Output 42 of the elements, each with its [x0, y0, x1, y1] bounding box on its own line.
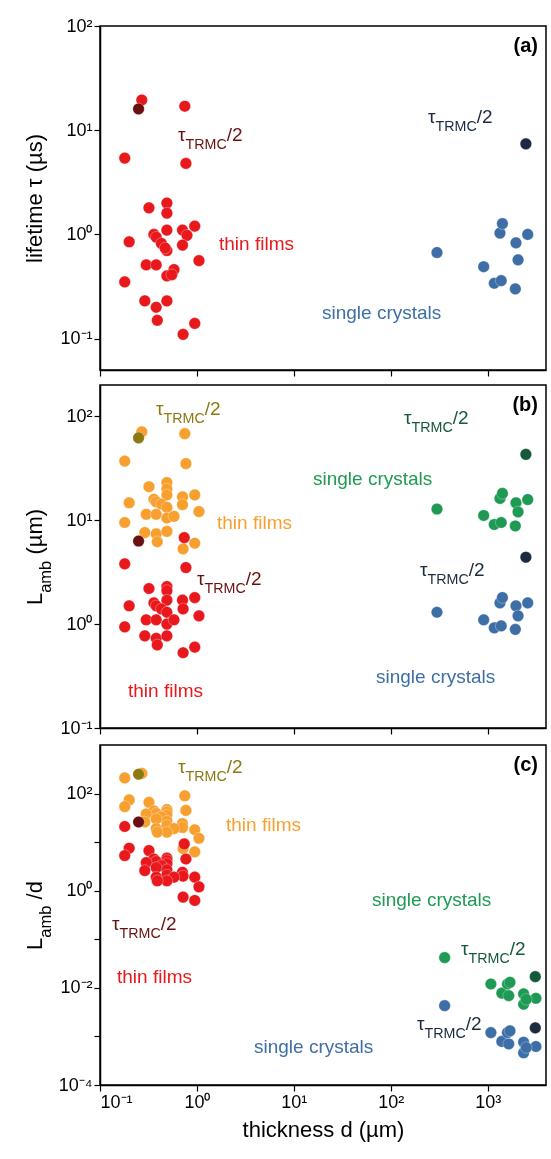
y-tick-label: 10⁻²: [60, 977, 93, 998]
y-tick-label: 10¹: [66, 119, 93, 140]
annotation: (b): [512, 393, 538, 415]
text: τ$_{TRMC}$/2: [197, 568, 262, 596]
text: single crystals: [254, 1036, 374, 1057]
y-tick-label: 10⁰: [66, 880, 93, 901]
series-label: τ$_{TRMC}$/2: [420, 559, 485, 587]
text: τ$_{TRMC}$/2: [417, 1013, 482, 1041]
series-label: τ$_{TRMC}$/2: [461, 938, 526, 966]
series-label: single crystals: [313, 468, 433, 489]
y-tick-label: 10⁻¹: [60, 328, 93, 349]
series-label: τ$_{TRMC}$/2: [428, 106, 493, 134]
text: thin films: [117, 966, 192, 987]
y-tick-label: 10²: [66, 405, 93, 426]
y-axis-title: lifetime τ (µs): [21, 134, 47, 263]
x-tick-label: 10³: [475, 1091, 502, 1112]
y-tick-label: 10⁻¹: [60, 717, 93, 738]
text: single crystals: [372, 889, 492, 910]
annotation: (a): [513, 34, 538, 56]
x-axis-title: thickness d (µm): [242, 1116, 405, 1142]
y-tick-label: 10⁻⁴: [58, 1074, 93, 1095]
y-tick-label: 10²: [66, 783, 93, 804]
y-tick-label: 10²: [66, 15, 93, 36]
series-label: thin films: [219, 233, 294, 254]
series-label: thin films: [128, 680, 203, 701]
x-tick-label: 10²: [378, 1091, 405, 1112]
x-tick-label: 10⁻¹: [100, 1091, 133, 1112]
y-tick-label: 10⁰: [66, 613, 93, 634]
series-label: τ$_{TRMC}$/2: [156, 398, 221, 426]
y-tick-label: 10¹: [66, 509, 93, 530]
annotation: (c): [513, 753, 538, 775]
series-label: thin films: [217, 512, 292, 533]
series-label: thin films: [226, 814, 301, 835]
text: single crystals: [322, 302, 442, 323]
series-label: single crystals: [376, 666, 496, 687]
x-tick-label: 10¹: [281, 1091, 308, 1112]
y-tick-label: 10⁰: [66, 223, 93, 244]
x-tick-label: 10⁰: [184, 1091, 211, 1112]
series-label: τ$_{TRMC}$/2: [178, 756, 243, 784]
text: τ$_{TRMC}$/2: [112, 913, 177, 941]
text: τ$_{TRMC}$/2: [404, 407, 469, 435]
series-label: τ$_{TRMC}$/2: [178, 124, 243, 152]
